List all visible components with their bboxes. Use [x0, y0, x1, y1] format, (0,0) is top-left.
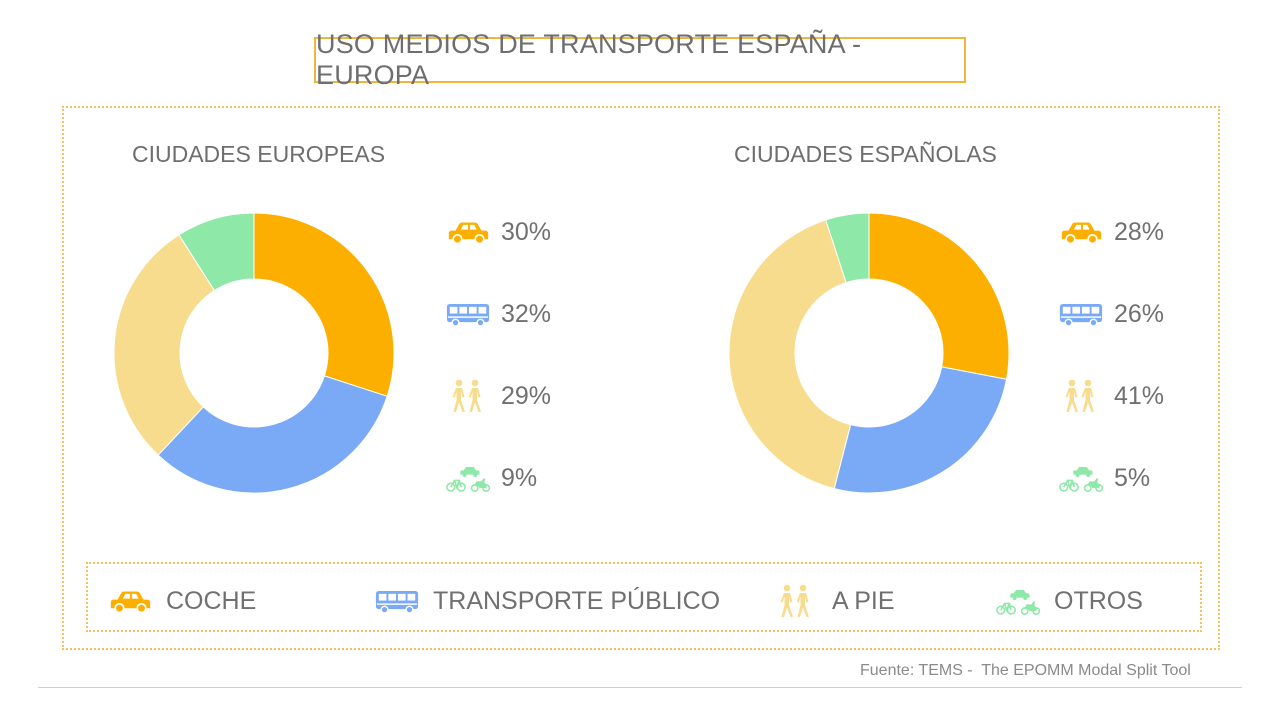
- donut-slice-coche: [253, 212, 395, 397]
- legend-item-pie: A PIE: [772, 583, 895, 619]
- bus-icon: [373, 586, 421, 616]
- donut-slice-otros: [825, 212, 870, 284]
- data-label: 41%: [1114, 381, 1165, 410]
- chart-title-espanolas: CIUDADES ESPAÑOLAS: [734, 141, 997, 167]
- data-label: 28%: [1114, 217, 1165, 246]
- pedestrians-icon: [772, 586, 820, 616]
- other-vehicles-icon: [1058, 463, 1104, 493]
- bus-icon: [445, 299, 491, 329]
- data-label: 9%: [501, 463, 538, 492]
- donut-slice-pie: [113, 234, 216, 456]
- data-label: 32%: [501, 299, 552, 328]
- legend-item-coche: COCHE: [106, 583, 256, 619]
- donut-slice-transporte: [833, 366, 1008, 494]
- stat-espanolas-coche: 28%: [1058, 212, 1164, 252]
- donut-chart-europeas: [113, 212, 395, 494]
- legend-label: A PIE: [832, 586, 895, 615]
- car-icon: [106, 586, 154, 616]
- legend-frame: [86, 562, 1202, 632]
- legend-label: TRANSPORTE PÚBLICO: [433, 586, 721, 615]
- legend-label: COCHE: [166, 586, 257, 615]
- car-icon: [1058, 217, 1104, 247]
- chart-title-europeas: CIUDADES EUROPEAS: [132, 141, 386, 167]
- other-vehicles-icon: [994, 586, 1042, 616]
- source-note: Fuente: TEMS - The EPOMM Modal Split Too…: [860, 662, 1191, 679]
- legend-label: OTROS: [1054, 586, 1143, 615]
- data-label: 30%: [501, 217, 552, 246]
- donut-chart-espanolas: [728, 212, 1010, 494]
- pedestrians-icon: [1058, 381, 1104, 411]
- stat-europeas-transporte: 32%: [445, 294, 551, 334]
- donut-slice-transporte: [157, 375, 388, 494]
- data-label: 29%: [501, 381, 552, 410]
- donut-slice-otros: [178, 212, 255, 292]
- footer-divider: [38, 687, 1242, 688]
- bus-icon: [1058, 299, 1104, 329]
- donut-slice-coche: [868, 212, 1010, 380]
- data-label: 5%: [1114, 463, 1151, 492]
- chart-title-box: USO MEDIOS DE TRANSPORTE ESPAÑA - EUROPA: [314, 29, 966, 90]
- legend-item-transporte: TRANSPORTE PÚBLICO: [373, 583, 720, 619]
- pedestrians-icon: [445, 381, 491, 411]
- car-icon: [445, 217, 491, 247]
- stat-espanolas-pie: 41%: [1058, 376, 1164, 416]
- stat-europeas-otros: 9%: [445, 458, 537, 498]
- stat-europeas-coche: 30%: [445, 212, 551, 252]
- data-label: 26%: [1114, 299, 1165, 328]
- stat-espanolas-otros: 5%: [1058, 458, 1150, 498]
- other-vehicles-icon: [445, 463, 491, 493]
- legend-item-otros: OTROS: [994, 583, 1143, 619]
- charts-frame: [62, 106, 1220, 650]
- stat-espanolas-transporte: 26%: [1058, 294, 1164, 334]
- donut-slice-pie: [728, 219, 852, 490]
- stat-europeas-pie: 29%: [445, 376, 551, 416]
- main-title: USO MEDIOS DE TRANSPORTE ESPAÑA - EUROPA: [316, 29, 862, 90]
